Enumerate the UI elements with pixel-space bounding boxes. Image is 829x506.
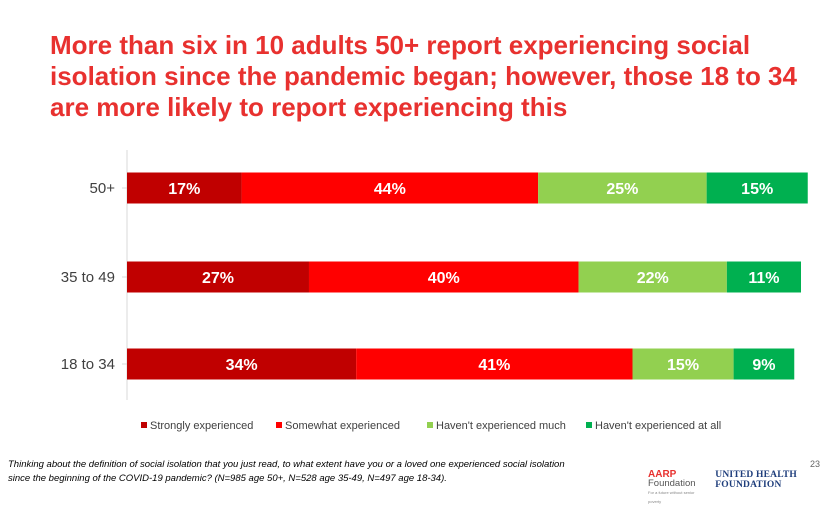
stacked-bar-chart: 50+ 17% 44% 25% 15% 35 to 49 27% 40% 22% 11% 18 to…: [61, 150, 808, 432]
bar-segment-50-haven-t-experienced-much: [538, 172, 707, 204]
slide-title: More than six in 10 adults 50+ report ex…: [50, 30, 810, 123]
data-label-18-to-34-haven-t-experienced-at-all: 9%: [752, 357, 775, 374]
legend-label-haven-t-experienced-at-all: Haven't experienced at all: [595, 420, 721, 432]
bar-segment-50-somewhat-experienced: [241, 172, 539, 204]
legend-label-haven-t-experienced-much: Haven't experienced much: [436, 420, 566, 432]
title-line-2: isolation since the pandemic began; howe…: [50, 61, 797, 91]
bar-segment-18-to-34-haven-t-experienced-much: [632, 348, 734, 380]
bar-segment-35-to-49-strongly-experienced: [127, 261, 309, 293]
footnote-line-1: Thinking about the definition of social …: [8, 459, 565, 470]
category-label-50: 50+: [90, 180, 116, 197]
data-label-18-to-34-somewhat-experienced: 41%: [478, 357, 510, 374]
legend-swatch-somewhat-experienced: [276, 422, 282, 428]
title-line-3: are more likely to report experiencing t…: [50, 92, 568, 122]
data-label-50-somewhat-experienced: 44%: [374, 181, 406, 198]
legend-swatch-haven-t-experienced-at-all: [586, 422, 592, 428]
bar-segment-50-strongly-experienced: [127, 172, 242, 204]
bar-segment-35-to-49-haven-t-experienced-at-all: [726, 261, 801, 293]
data-label-35-to-49-haven-t-experienced-much: 22%: [637, 270, 669, 287]
survey-question-footnote: Thinking about the definition of social …: [8, 458, 618, 486]
data-label-35-to-49-haven-t-experienced-at-all: 11%: [748, 270, 779, 287]
aarp-foundation-logo: AARP Foundation For a future without sen…: [648, 470, 707, 506]
data-label-18-to-34-strongly-experienced: 34%: [226, 357, 258, 374]
data-label-50-strongly-experienced: 17%: [168, 181, 200, 198]
legend-swatch-strongly-experienced: [141, 422, 147, 428]
aarp-wordmark: AARP: [648, 469, 677, 480]
data-label-18-to-34-haven-t-experienced-much: 15%: [667, 357, 699, 374]
footnote-line-2: since the beginning of the COVID-19 pand…: [8, 473, 447, 484]
foundation-wordmark: Foundation: [648, 478, 696, 489]
legend-label-somewhat-experienced: Somewhat experienced: [285, 420, 400, 432]
legend-swatch-haven-t-experienced-much: [427, 422, 433, 428]
page-number: 23: [809, 459, 820, 469]
category-label-18-to-34: 18 to 34: [61, 356, 115, 373]
data-label-50-haven-t-experienced-much: 25%: [606, 181, 638, 198]
bar-segment-18-to-34-strongly-experienced: [127, 348, 357, 380]
legend-label-strongly-experienced: Strongly experienced: [150, 420, 253, 432]
bar-segment-35-to-49-haven-t-experienced-much: [578, 261, 727, 293]
sponsor-logos: AARP Foundation For a future without sen…: [648, 470, 829, 506]
category-label-35-to-49: 35 to 49: [61, 269, 115, 286]
data-label-50-haven-t-experienced-at-all: 15%: [741, 181, 773, 198]
data-label-35-to-49-somewhat-experienced: 40%: [428, 270, 460, 287]
aarp-tagline: For a future without senior poverty: [648, 490, 695, 504]
title-line-1: More than six in 10 adults 50+ report ex…: [50, 30, 751, 60]
data-label-35-to-49-strongly-experienced: 27%: [202, 270, 234, 287]
united-health-foundation-logo: UNITED HEALTH FOUNDATION: [715, 470, 798, 490]
bar-segment-18-to-34-haven-t-experienced-at-all: [733, 348, 795, 380]
bar-segment-35-to-49-somewhat-experienced: [308, 261, 579, 293]
bar-segment-50-haven-t-experienced-at-all: [706, 172, 808, 204]
bar-segment-18-to-34-somewhat-experienced: [356, 348, 633, 380]
